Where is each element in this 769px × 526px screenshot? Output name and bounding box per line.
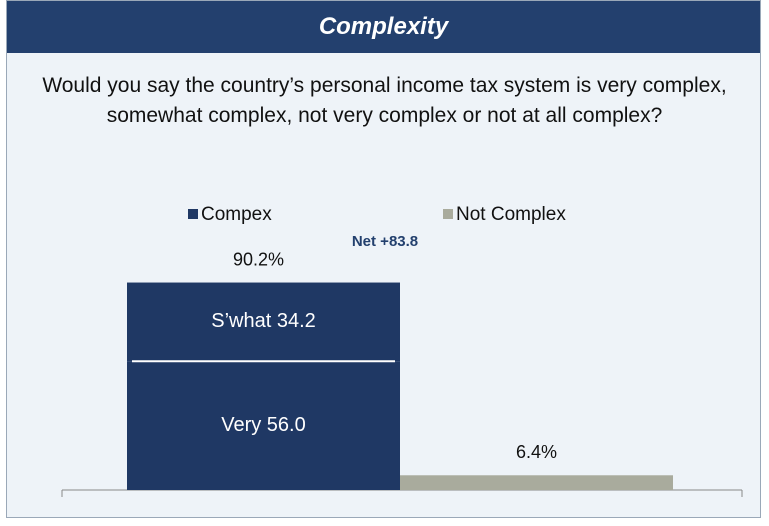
value-label: 6.4% — [516, 442, 557, 462]
bar — [400, 475, 673, 490]
segment-label: Very 56.0 — [221, 414, 306, 436]
value-label: 90.2% — [233, 249, 284, 269]
chart-title: Complexity — [7, 1, 760, 53]
legend-swatch — [443, 209, 453, 219]
chart-subtitle: Would you say the country’s personal inc… — [42, 74, 727, 127]
legend-label: Not Complex — [456, 204, 566, 225]
legend-swatch — [188, 209, 198, 219]
annotation: Net +83.8 — [352, 233, 418, 250]
segment-label: S’what 34.2 — [211, 310, 316, 332]
bar-segment — [127, 282, 400, 362]
legend-label: Compex — [201, 204, 272, 225]
bar-segment — [127, 361, 400, 490]
